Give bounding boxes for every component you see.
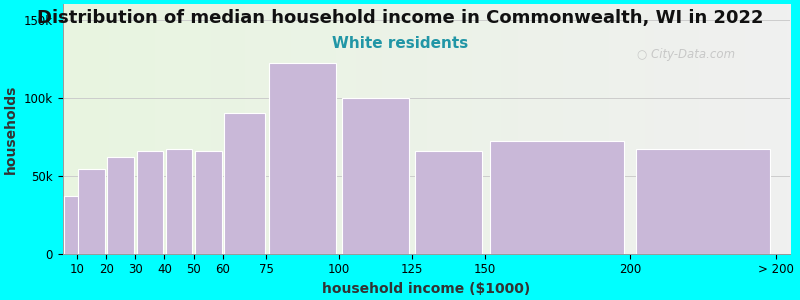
Bar (137, 151, 163, 254)
Bar (166, 149, 192, 254)
Bar (636, 149, 770, 254)
Bar (194, 151, 222, 254)
Bar (107, 157, 134, 254)
Bar (270, 63, 336, 254)
Y-axis label: households: households (4, 84, 18, 173)
Bar (64, 196, 90, 254)
Bar (225, 113, 265, 254)
Text: White residents: White residents (332, 36, 468, 51)
Text: ○ City-Data.com: ○ City-Data.com (638, 47, 735, 61)
Text: Distribution of median household income in Commonwealth, WI in 2022: Distribution of median household income … (37, 9, 763, 27)
Bar (78, 169, 105, 254)
Bar (342, 98, 409, 253)
Bar (414, 151, 482, 254)
X-axis label: household income ($1000): household income ($1000) (322, 282, 530, 296)
Bar (490, 141, 624, 254)
